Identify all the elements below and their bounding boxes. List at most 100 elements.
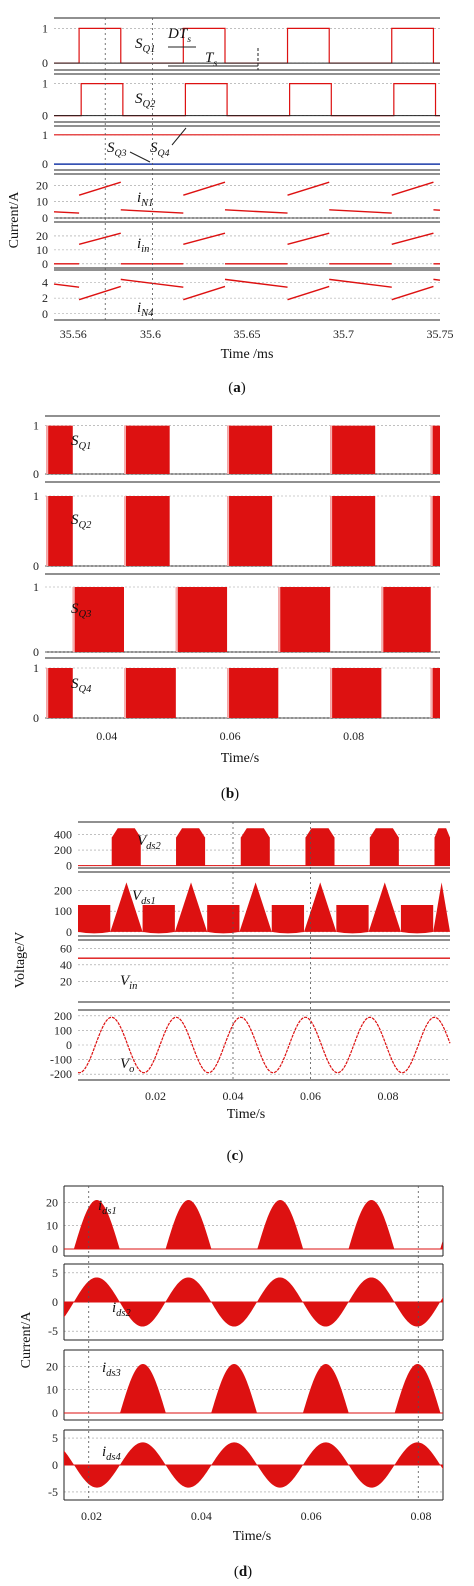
label-dts-sub: s [187,34,191,45]
signal-segment [287,232,330,245]
label-sq4-sub: Q4 [79,684,93,695]
caption-close: ) [234,786,239,802]
y-tick-label: 10 [36,243,48,257]
signal-segment [78,181,121,196]
label-ids1-main: i [98,1198,102,1214]
x-tick-label: 0.02 [145,1089,166,1103]
y-tick-label: 1 [33,661,39,675]
y-tick-label: 1 [33,419,39,433]
pwm-edge [227,668,230,718]
pwm-block [124,425,170,474]
caption-letter: a [233,380,241,396]
vds2-pulse [305,828,335,866]
x-tick-label: 0.06 [301,1509,322,1523]
label-dts: DTs [167,26,191,45]
label-sq3: SQ3 [107,140,127,159]
y-tick-label: 0 [42,56,48,70]
label-sq3-sub: Q3 [79,609,92,620]
y-tick-label: 20 [46,1359,58,1373]
vds1-plateau [400,905,434,934]
pwm-edge [430,668,433,718]
x-tick-label: 35.56 [60,327,87,341]
label-sq3-main: S [107,140,115,156]
signal-segment [53,283,80,288]
signal-segment [183,285,226,301]
y-tick-label: 1 [42,128,48,142]
signal-segment [287,181,330,196]
pwm-edge [72,587,75,652]
y-tick-label: 60 [60,941,72,955]
y-tick-label: -5 [48,1324,58,1338]
pwm-edge [381,587,384,652]
pwm-block [227,425,273,474]
label-ids4-main: i [102,1444,106,1460]
label-ids3: ids3 [102,1360,121,1379]
pwm-edge [46,668,49,718]
x-tick-label: 0.08 [411,1509,432,1523]
y-tick-label: 10 [36,195,48,209]
y-tick-label: 0 [33,559,39,573]
y-axis-label: Current/A [19,1311,34,1369]
vds1-triangle [368,882,401,932]
label-ids1: ids1 [98,1198,117,1217]
y-tick-label: 5 [52,1266,58,1280]
x-axis-label: Time/s [221,751,259,766]
label-sq1-sub: Q1 [79,441,92,452]
label-ids2-sub: ds2 [116,1308,131,1319]
label-sq1: SQ1 [135,36,155,55]
pwm-block [330,668,382,718]
pwm-block [430,496,440,566]
label-in4-main: i [137,300,141,316]
pwm-edge [124,425,126,474]
label-sq2-sub: Q2 [143,99,157,110]
x-tick-label: 35.7 [333,327,354,341]
label-ts-main: T [205,50,215,66]
label-ids4: ids4 [102,1444,122,1463]
pwm-block [46,668,73,718]
vds2-pulse [176,828,206,866]
y-tick-label: 0 [33,645,39,659]
panel-sq2: 10 [42,73,440,123]
y-tick-label: 1 [42,21,48,35]
y-tick-label: -5 [48,1485,58,1499]
vds1-triangle [110,882,143,932]
pwm-block [430,425,440,474]
label-vo: Vo [120,1056,134,1075]
pwm-block [72,587,124,652]
pwm-block [381,587,431,652]
y-tick-label: 10 [46,1219,58,1233]
label-in4-sub: N4 [140,308,154,319]
label-sq2-sub: Q2 [79,520,93,531]
panel-ids4: 5 0 -5 [48,1429,444,1501]
y-tick-label: 0 [42,211,48,225]
label-vo-main: V [120,1056,131,1072]
x-axis-label: Time /ms [221,347,274,362]
y-tick-label: 400 [54,827,72,841]
label-sq3-main: S [71,601,79,617]
label-ts-sub: s [213,58,217,69]
caption-letter: d [239,1564,248,1580]
vds1-triangle [239,882,272,932]
pwm-edge [175,587,178,652]
label-sq2: SQ2 [71,512,92,531]
vds2-pulse [240,828,270,866]
vds1-plateau [78,905,111,934]
signal-sq2 [54,83,440,117]
label-ts: Ts [205,50,217,69]
panel-sq3-sq4: 10 [42,125,440,171]
y-tick-label: 0 [33,711,39,725]
label-ids4-sub: ds4 [106,1452,121,1463]
y-tick-label: 5 [52,1431,58,1445]
arrow-sq4 [171,127,187,146]
y-tick-label: -100 [50,1053,72,1067]
pwm-block [227,668,279,718]
current-pulse [394,1364,441,1413]
y-tick-label: 1 [33,489,39,503]
pwm-block [46,425,73,474]
pwm-block [227,496,273,566]
